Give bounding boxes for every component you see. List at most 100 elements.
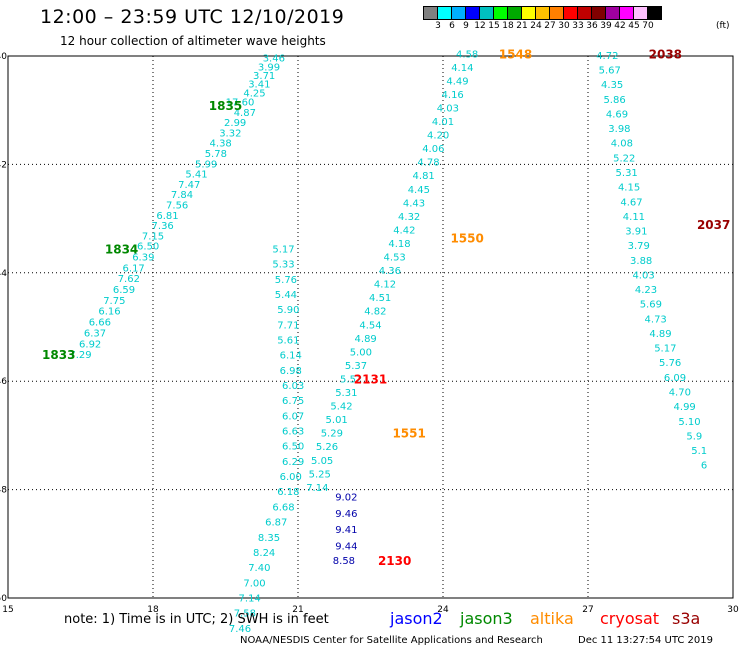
page-title: 12:00 – 23:59 UTC 12/10/2019 [40,6,345,28]
wave-height-point: 4.54 [359,320,381,331]
wave-height-point: 5.86 [603,95,625,106]
wave-height-point: 7.58 [234,609,256,620]
wave-height-point: 4.69 [606,109,628,120]
footer-note: note: 1) Time is in UTC; 2) SWH is in fe… [64,612,329,627]
wave-height-point: 5.22 [613,153,635,164]
satellite-jason2: jason2 [390,609,443,628]
wave-height-point: 4.78 [417,158,439,169]
satellite-altika: altika [530,609,574,628]
wave-height-point: 4.43 [403,198,425,209]
track-time-label: 1548 [499,47,532,61]
wave-height-point: 4.87 [234,108,256,119]
wave-height-point: 4.72 [596,51,618,62]
wave-height-point: 3.88 [630,256,652,267]
wave-height-point: 5.37 [345,361,367,372]
wave-height-point: 8.35 [258,533,280,544]
wave-height-point: 4.42 [393,225,415,236]
wave-height-point: 4.67 [620,197,642,208]
wave-height-point: 4.82 [364,307,386,318]
wave-height-point: 4.25 [243,88,265,99]
wave-height-point: 5.76 [659,358,681,369]
wave-height-point: 3.41 [248,80,270,91]
track-time-label: 1833 [42,348,75,362]
wave-height-point: 5.76 [275,275,297,286]
track-time-label: 1835 [209,99,242,113]
wave-height-point: 4.38 [210,139,232,150]
legend-label: 24 [530,21,542,31]
x-tick-label: 21 [292,605,303,615]
wave-height-point: 4.11 [623,212,645,223]
wave-height-point: 7.14 [306,483,328,494]
wave-height-point: 3.46 [263,54,285,65]
legend-swatch [647,6,662,20]
wave-height-point: 6.63 [282,427,304,438]
wave-height-point: 3.79 [628,241,650,252]
wave-height-point: 6.07 [282,411,304,422]
wave-height-point: 4.36 [379,266,401,277]
page-subtitle: 12 hour collection of altimeter wave hei… [60,34,326,48]
wave-height-point: 7.00 [243,578,265,589]
wave-height-point: 5.17 [654,344,676,355]
wave-height-point: 6.39 [132,253,154,264]
x-tick-label: 15 [2,605,13,615]
wave-height-point: 4.01 [432,117,454,128]
wave-height-point: 7.84 [171,190,193,201]
wave-height-point: 5.00 [350,347,372,358]
wave-height-point: 4.81 [413,171,435,182]
wave-height-point: 5.52 [340,374,362,385]
wave-height-point: 7.71 [277,320,299,331]
color-legend [423,6,662,20]
satellite-jason3: jason3 [460,609,513,628]
legend-label: 6 [449,21,455,31]
wave-height-point: 5.33 [272,260,294,271]
y-tick-label: -48 [0,486,7,496]
wave-height-point: 17.60 [226,98,255,109]
legend-label: 15 [488,21,500,31]
legend-label: 9 [463,21,469,31]
wave-height-point: 7.47 [178,180,200,191]
wave-height-point: 4.53 [384,253,406,264]
wave-height-point: 6.50 [137,242,159,253]
wave-height-point: 6.87 [265,518,287,529]
y-tick-label: -44 [0,269,7,279]
wave-height-point: 4.23 [635,285,657,296]
wave-height-point: 3.99 [258,62,280,73]
wave-height-point: 9.44 [335,541,357,552]
wave-height-point: 3.71 [253,71,275,82]
track-time-label: 1550 [450,232,483,246]
wave-height-point: 5.1 [691,446,707,457]
wave-height-point: 6.75 [282,396,304,407]
track-time-label: 2038 [649,47,682,61]
wave-height-point: 4.14 [451,63,473,74]
legend-unit: (ft) [716,21,730,31]
wave-height-point: 9.02 [335,493,357,504]
wave-height-point: 5.26 [316,442,338,453]
wave-height-point: 4.89 [649,329,671,340]
plot-frame [7,55,734,599]
wave-height-point: 5.05 [311,456,333,467]
wave-height-point: 4.73 [645,314,667,325]
legend-label: 27 [544,21,556,31]
wave-height-point: 6.50 [282,442,304,453]
wave-height-point: 6.92 [79,339,101,350]
x-tick-label: 18 [147,605,159,615]
legend-label: 70 [642,21,654,31]
wave-height-point: 7.46 [229,624,251,635]
wave-height-point: 5.99 [195,159,217,170]
wave-height-point: 4.18 [388,239,410,250]
legend-label: 39 [600,21,612,31]
wave-height-point: 3.32 [219,128,241,139]
wave-height-point: 5.41 [185,170,207,181]
wave-height-point: 6.66 [89,318,111,329]
wave-height-point: 5.01 [326,415,348,426]
wave-height-point: 4.99 [674,402,696,413]
wave-height-point: 6.59 [113,285,135,296]
satellite-s3a: s3a [672,609,701,628]
wave-height-point: 5.44 [275,290,297,301]
y-tick-label: -50 [0,594,7,604]
wave-height-point: 9.41 [335,525,357,536]
y-tick-label: -42 [0,160,7,170]
wave-height-point: 8.24 [253,548,275,559]
wave-height-point: 5.61 [277,335,299,346]
x-tick-label: 30 [727,605,739,615]
